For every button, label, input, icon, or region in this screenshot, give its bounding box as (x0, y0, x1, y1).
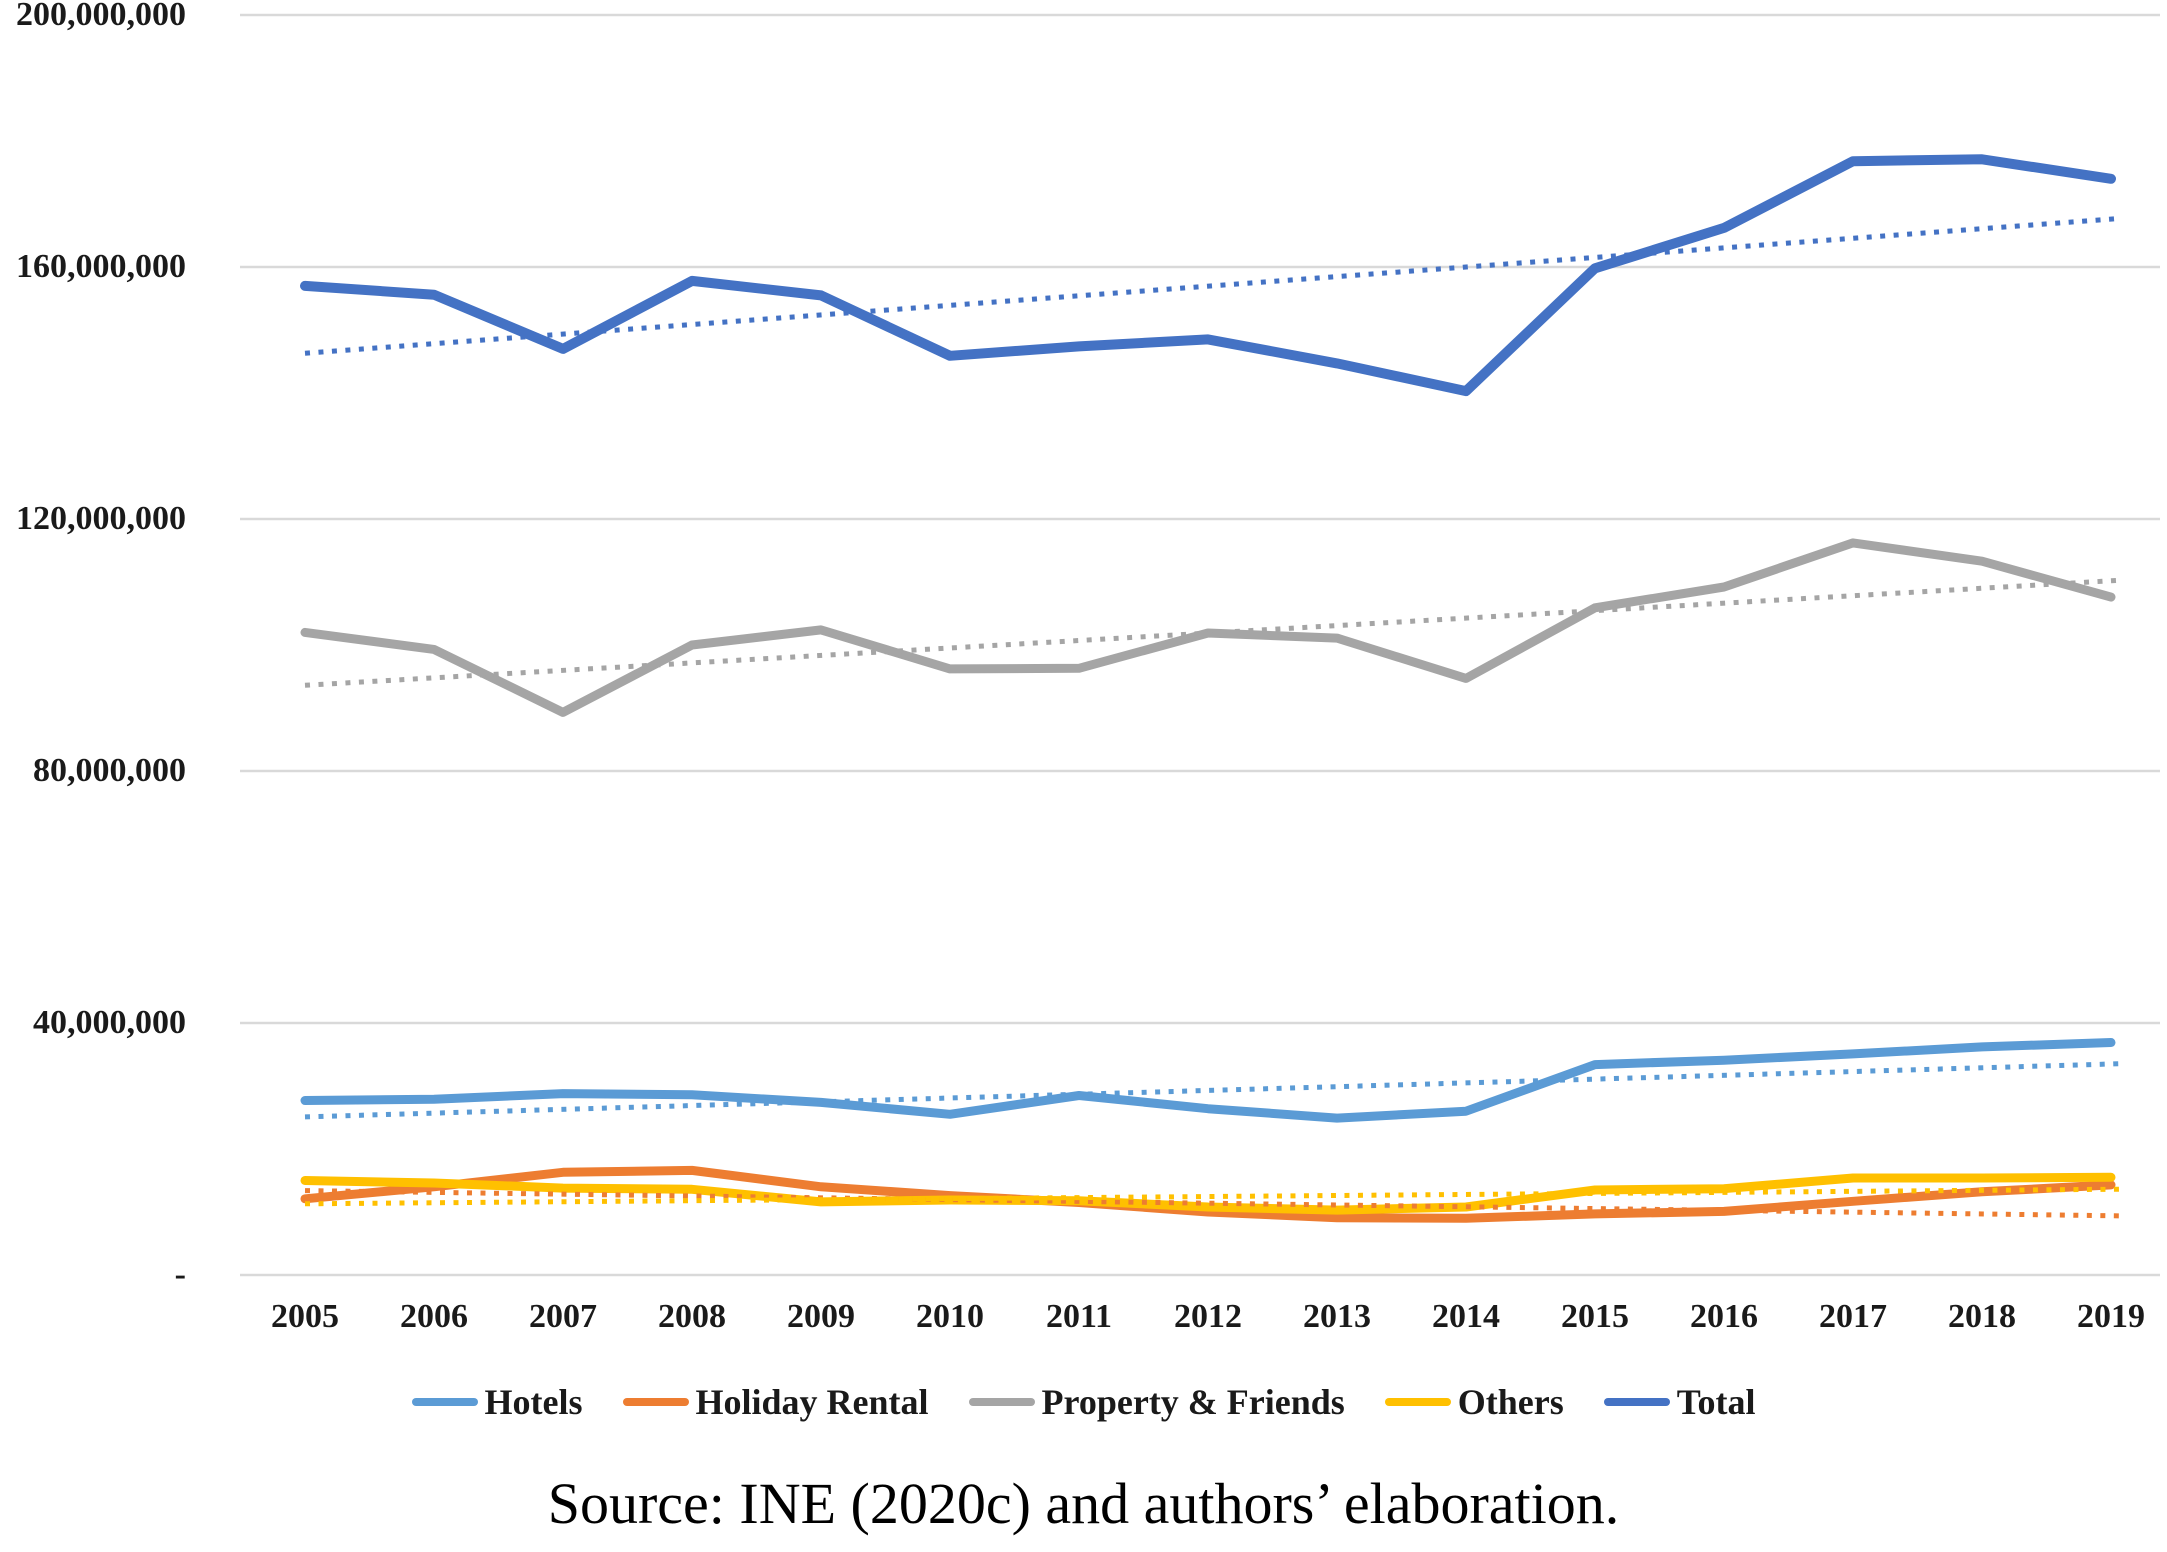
series-line-holiday-rental (300, 1165, 2116, 1223)
x-tick-label: 2013 (1303, 1298, 1371, 1335)
x-tick-label: 2006 (400, 1298, 468, 1335)
y-tick-label: 200,000,000 (16, 0, 186, 33)
x-tick-label: 2011 (1045, 1298, 1113, 1335)
trendline-property-friends (304, 577, 2122, 688)
series-line-others (300, 1172, 2116, 1215)
series-lines (300, 154, 2116, 1223)
trendline-others (304, 1186, 2122, 1207)
legend-item-property-friends: Property & Friends (968, 1381, 1345, 1423)
legend-label: Holiday Rental (695, 1382, 929, 1422)
legend-swatch-icon (622, 1398, 689, 1406)
legend-label: Hotels (484, 1382, 583, 1422)
y-tick-label: 120,000,000 (16, 500, 186, 537)
x-tick-label: 2009 (787, 1298, 855, 1335)
y-tick-label: - (174, 1256, 186, 1293)
trend-lines (304, 215, 2122, 1219)
x-tick-label: 2012 (1174, 1298, 1242, 1335)
x-tick-label: 2007 (529, 1298, 597, 1335)
chart-legend: Hotels Holiday Rental Property & Friends Ot… (0, 1381, 2167, 1423)
x-tick-label: 2010 (916, 1298, 984, 1335)
legend-swatch-icon (1384, 1398, 1451, 1406)
x-tick-label: 2019 (2077, 1298, 2145, 1335)
trendline-hotels (304, 1061, 2122, 1120)
legend-label: Property & Friends (1041, 1382, 1345, 1422)
gridlines (240, 13, 2160, 1277)
source-caption: Source: INE (2020c) and authors’ elabora… (547, 1471, 1620, 1536)
legend-label: Total (1676, 1382, 1756, 1422)
y-tick-label: 40,000,000 (33, 1004, 186, 1041)
legend-swatch-icon (411, 1398, 478, 1406)
x-tick-label: 2017 (1819, 1298, 1887, 1335)
legend-swatch-icon (1603, 1398, 1670, 1406)
series-line-total (300, 154, 2116, 397)
legend-item-total: Total (1603, 1381, 1756, 1423)
x-tick-label: 2015 (1561, 1298, 1629, 1335)
x-tick-label: 2018 (1948, 1298, 2016, 1335)
trendline-total (304, 215, 2122, 356)
legend-item-others: Others (1384, 1381, 1564, 1423)
y-tick-label: 160,000,000 (16, 248, 186, 285)
x-tick-label: 2016 (1690, 1298, 1758, 1335)
series-line-property-friends (300, 538, 2116, 717)
legend-swatch-icon (968, 1398, 1035, 1406)
legend-label: Others (1457, 1382, 1564, 1422)
x-tick-label: 2008 (658, 1298, 726, 1335)
x-tick-label: 2005 (271, 1298, 339, 1335)
x-tick-label: 2014 (1432, 1298, 1500, 1335)
legend-item-holiday-rental: Holiday Rental (622, 1381, 929, 1423)
series-line-hotels (300, 1038, 2116, 1123)
trendline-holiday-rental (304, 1188, 2122, 1219)
y-tick-label: 80,000,000 (33, 752, 186, 789)
legend-item-hotels: Hotels (411, 1381, 583, 1423)
